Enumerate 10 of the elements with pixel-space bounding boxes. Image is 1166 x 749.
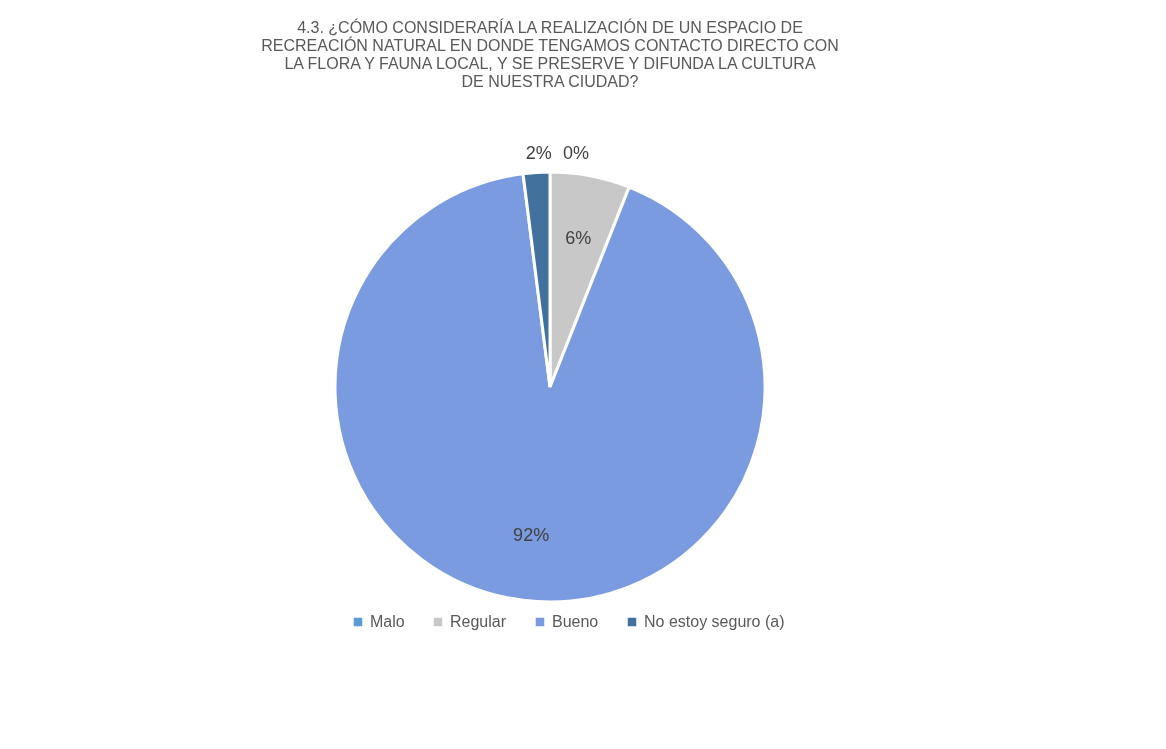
legend-label: Regular <box>450 613 507 630</box>
pie-slice <box>333 172 767 604</box>
legend-label: Malo <box>370 613 405 630</box>
legend-label: Bueno <box>552 613 599 630</box>
data-label: 92% <box>513 525 550 546</box>
data-label: 2% <box>525 143 552 164</box>
legend-label: No estoy seguro (a) <box>644 613 785 630</box>
text: 0% <box>562 143 590 163</box>
chart-title: 4.3. ¿CÓMO CONSIDERARÍA LA REALIZACIÓN DE UN ESPACIO DE RECREACIÓN NATURAL EN DONDE TENGAMOS CONTACTO DIRECTO CON LA FLORA Y FAUNA LOCAL, Y SE PRESERVE Y DIFUNDA LA CULTURA DE NUESTRA CIUDAD? <box>261 18 839 90</box>
data-label: 6% <box>565 228 592 249</box>
